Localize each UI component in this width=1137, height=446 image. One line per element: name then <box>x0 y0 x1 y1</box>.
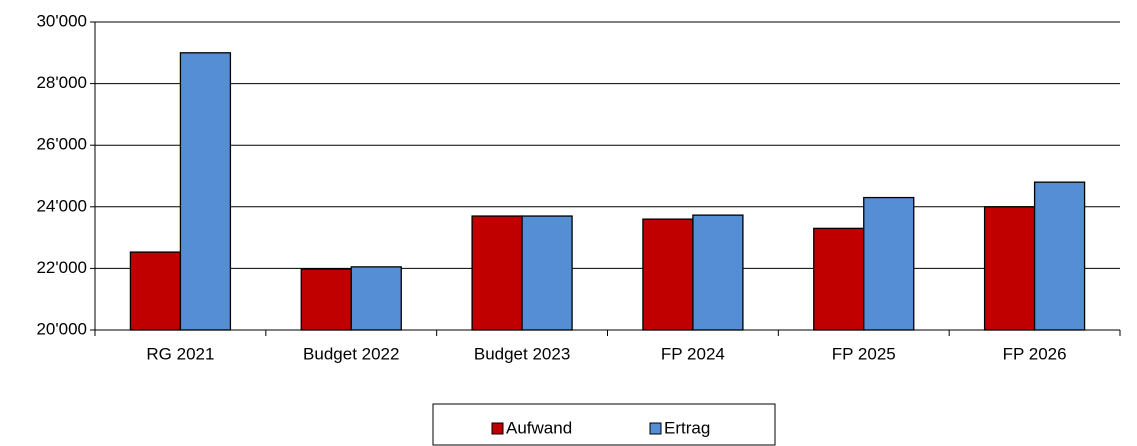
x-tick-label: FP 2026 <box>1003 344 1067 363</box>
legend-label: Ertrag <box>664 418 710 437</box>
bar <box>983 206 1036 331</box>
y-tick-label: 26'000 <box>36 135 87 154</box>
x-tick-label: Budget 2022 <box>303 344 399 363</box>
bar <box>1033 181 1086 331</box>
bar <box>863 196 915 331</box>
bar <box>129 251 182 331</box>
legend-box <box>432 403 776 446</box>
x-tick-label: Budget 2023 <box>474 344 570 363</box>
x-tick-label: FP 2024 <box>661 344 725 363</box>
bar <box>813 227 865 331</box>
x-tick-label: FP 2025 <box>832 344 896 363</box>
bar <box>521 215 573 331</box>
bar <box>179 52 232 331</box>
bar <box>471 215 523 331</box>
bar <box>300 268 352 331</box>
y-tick-label: 20'000 <box>36 319 87 338</box>
y-tick-label: 30'000 <box>36 11 87 30</box>
bar <box>692 214 744 331</box>
y-tick-label: 22'000 <box>36 258 87 277</box>
y-tick-label: 28'000 <box>36 73 87 92</box>
bar <box>642 218 694 331</box>
legend-swatch <box>491 422 504 435</box>
legend-swatch <box>649 422 662 435</box>
y-tick-label: 24'000 <box>36 196 87 215</box>
bar <box>350 266 402 331</box>
x-tick-label: RG 2021 <box>146 344 214 363</box>
legend-label: Aufwand <box>506 418 572 437</box>
